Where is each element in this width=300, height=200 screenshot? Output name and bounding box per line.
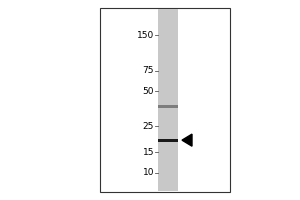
Text: 10: 10 — [142, 168, 154, 177]
Text: 150: 150 — [137, 31, 154, 40]
Bar — [158, 139, 178, 142]
Text: 25: 25 — [142, 122, 154, 131]
Polygon shape — [182, 134, 192, 146]
Text: 75: 75 — [142, 66, 154, 75]
Text: 15: 15 — [142, 148, 154, 157]
Bar — [100, 8, 230, 192]
Bar — [158, 105, 178, 108]
Bar — [158, 9, 178, 191]
Text: 50: 50 — [142, 87, 154, 96]
